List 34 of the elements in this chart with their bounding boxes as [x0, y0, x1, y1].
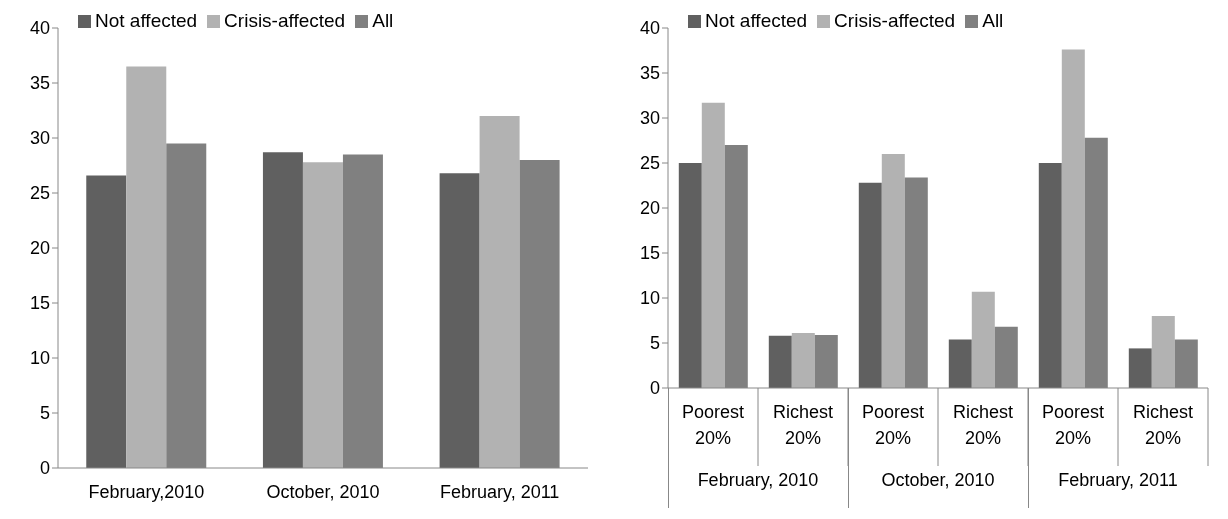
legend-label: Not affected	[94, 10, 198, 32]
x-tick-label: February,2010	[88, 482, 205, 502]
y-tick-label: 30	[29, 128, 50, 149]
y-tick-label: 40	[639, 18, 660, 39]
text: February, 2010	[696, 470, 820, 491]
y-tick-label: 5	[649, 333, 660, 354]
x-tick-label: Poorest 20%	[861, 402, 925, 448]
legend-label: All	[371, 10, 394, 32]
x-tick-label: October, 2010	[266, 482, 380, 502]
y-tick-label: 25	[29, 183, 50, 204]
x-tick-label: Richest 20%	[772, 402, 834, 448]
y-tick-label: 15	[639, 243, 660, 264]
x-tick-label: Richest 20%	[952, 402, 1014, 448]
y-tick-label: 0	[649, 378, 660, 399]
y-tick-label: 40	[29, 18, 50, 39]
y-tick-label: 15	[29, 293, 50, 314]
y-tick-label: 0	[39, 458, 50, 479]
legend-label: All	[981, 10, 1004, 32]
y-tick-label: 25	[639, 153, 660, 174]
legend-label: Crisis-affected	[223, 10, 346, 32]
x-tick-label: Poorest 20%	[681, 402, 745, 448]
x-tick-label: February, 2011	[439, 482, 560, 502]
legend-label: Not affected	[704, 10, 808, 32]
y-tick-label: 20	[639, 198, 660, 219]
y-tick-label: 10	[639, 288, 660, 309]
y-tick-label: 35	[29, 73, 50, 94]
y-tick-label: 5	[39, 403, 50, 424]
x-tick-label: Richest 20%	[1132, 402, 1194, 448]
legend-label: Crisis-affected	[833, 10, 956, 32]
x-tick-label: Poorest 20%	[1041, 402, 1105, 448]
y-tick-label: 30	[639, 108, 660, 129]
y-tick-label: 20	[29, 238, 50, 259]
y-tick-label: 35	[639, 63, 660, 84]
y-tick-label: 10	[29, 348, 50, 369]
